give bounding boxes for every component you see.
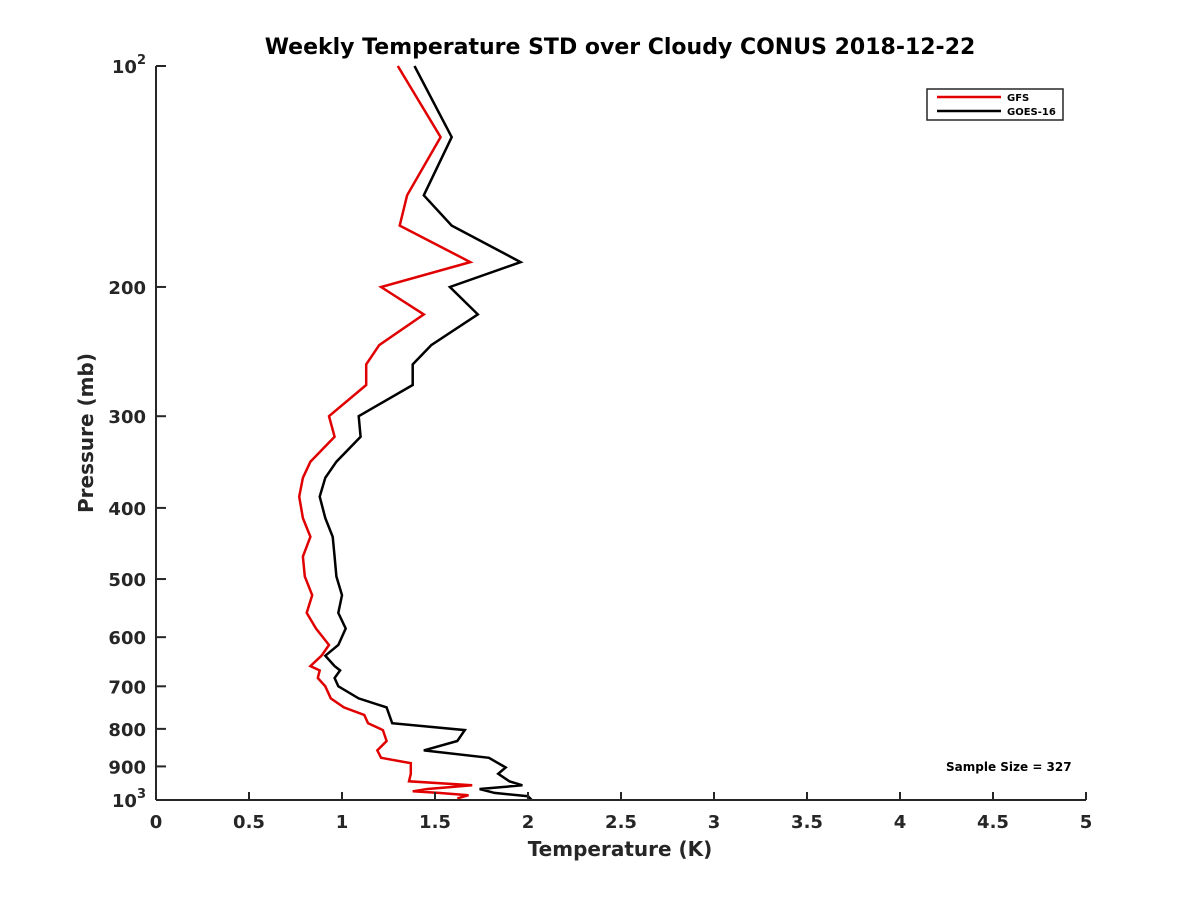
x-tick-label: 2 [522,812,535,833]
y-tick-label: 700 [108,677,146,698]
x-tick-label: 5 [1080,812,1093,833]
y-tick-label: 300 [108,407,146,428]
legend-box [926,88,1064,121]
x-tick-label: 3.5 [791,812,823,833]
y-tick-label: 600 [108,628,146,649]
x-tick-label: 4 [894,812,907,833]
legend-label-goes16: GOES-16 [1007,107,1056,118]
y-tick-label: 500 [108,570,146,591]
series-group [297,65,533,801]
y-tick-label: 200 [108,278,146,299]
x-tick-label: 0 [150,812,163,833]
x-tick-label: 2.5 [605,812,637,833]
x-tick-label: 4.5 [977,812,1009,833]
series-line-gfs [297,65,474,800]
chart-title: Weekly Temperature STD over Cloudy CONUS… [265,35,976,60]
y-tick-label: 400 [108,499,146,520]
y-ticks: 102 200 300 400 500 600 700 800 900 103 [108,53,166,812]
legend: GFS GOES-16 [926,88,1064,121]
y-tick-label: 900 [108,757,146,778]
y-tick-label: 800 [108,720,146,741]
y-tick-label: 103 [112,787,146,812]
x-tick-label: 0.5 [233,812,265,833]
x-ticks: 0 0.5 1 1.5 2 2.5 3 3.5 4 4.5 5 [150,792,1093,833]
legend-label-gfs: GFS [1007,93,1029,104]
series-line-goes16 [318,65,533,801]
x-tick-label: 1.5 [419,812,451,833]
sample-size-annotation: Sample Size = 327 [946,760,1072,774]
y-axis-label: Pressure (mb) [74,353,98,513]
y-tick-label: 102 [112,53,146,78]
x-tick-label: 1 [336,812,349,833]
x-tick-label: 3 [708,812,721,833]
x-axis-label: Temperature (K) [528,837,713,861]
